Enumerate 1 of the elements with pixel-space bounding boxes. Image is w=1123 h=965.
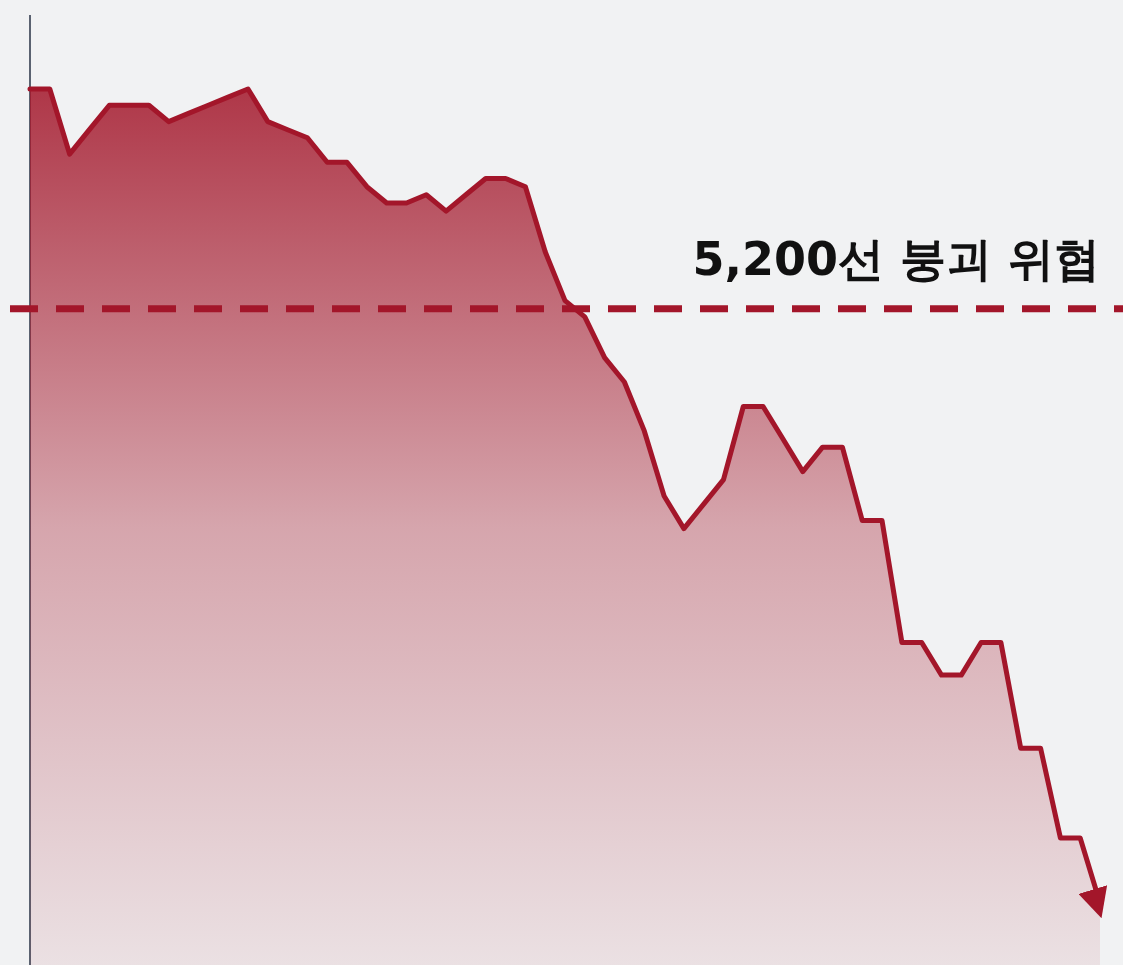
ref-line-label: 5,200선 붕괴 위협 bbox=[692, 231, 1100, 286]
